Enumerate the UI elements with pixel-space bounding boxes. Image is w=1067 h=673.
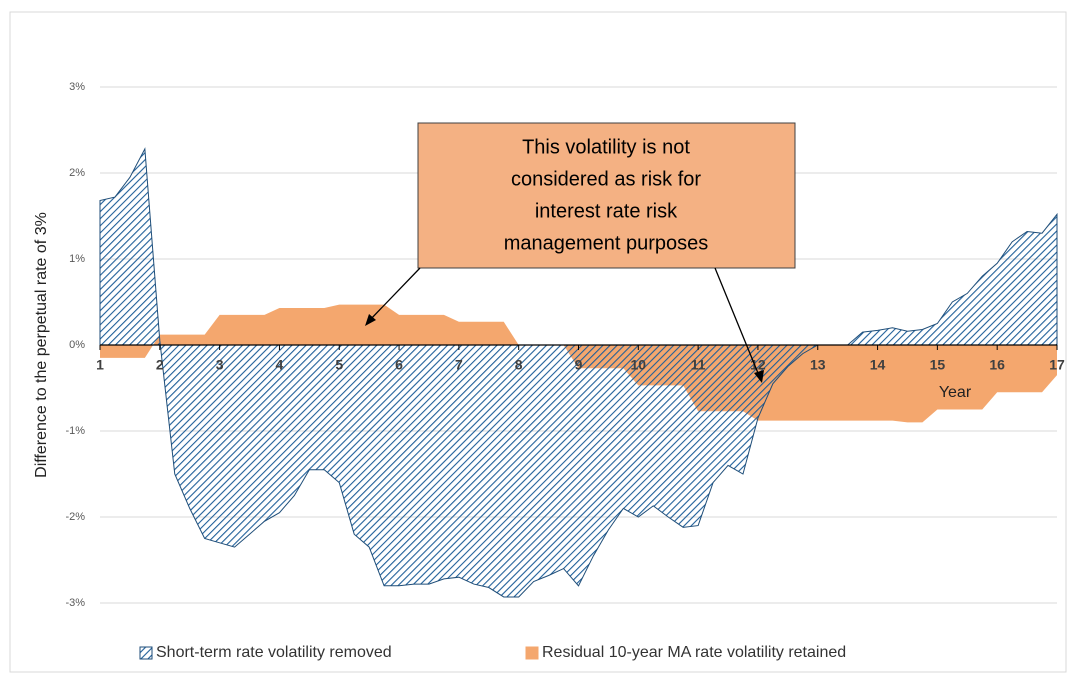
y-tick-label: 2% (69, 167, 85, 179)
y-tick-label: 0% (69, 339, 85, 351)
frame (9, 11, 1067, 673)
x-tick-label: 4 (276, 357, 284, 373)
area (99, 147, 1058, 598)
legend-swatch (525, 646, 539, 660)
legend-label: Residual 10-year MA rate volatility reta… (542, 644, 846, 661)
x-tick-label: 1 (96, 357, 104, 373)
y-tick-label: -3% (65, 597, 85, 609)
legend-label: Short-term rate volatility removed (156, 644, 392, 661)
annotation-line: interest rate risk (535, 200, 678, 222)
x-tick-label: 9 (575, 357, 583, 373)
x-tick-label: 16 (989, 357, 1005, 373)
x-tick-label: 7 (455, 357, 463, 373)
x-tick-label: 5 (335, 357, 343, 373)
x-tick-label: 10 (631, 357, 647, 373)
x-axis-label: Year (939, 384, 972, 401)
arrow (714, 267, 761, 379)
arrow (367, 267, 421, 323)
annotation-box (417, 122, 796, 269)
y-tick-label: 3% (69, 81, 85, 93)
annotation-line: considered as risk for (511, 168, 701, 190)
legend-swatch (139, 646, 153, 660)
x-tick-label: 3 (216, 357, 224, 373)
x-tick-label: 11 (691, 357, 706, 373)
x-tick-label: 13 (810, 357, 826, 373)
annotation-line: management purposes (504, 232, 709, 254)
x-tick-label: 15 (930, 357, 946, 373)
x-tick-label: 2 (156, 357, 164, 373)
x-tick-label: 17 (1049, 357, 1065, 373)
annotation-line: This volatility is not (522, 136, 690, 158)
plot-area (99, 147, 1058, 598)
y-axis-label: Difference to the perpetual rate of 3% (33, 212, 50, 478)
axes: -3%-2%-1%0%1%2%3%1 2 3 4 5 6 7 8 9 10 11 12 13 14 15 16… (65, 81, 1065, 609)
y-tick-label: -1% (65, 425, 85, 437)
annotation: This volatility is not considered as ris… (365, 122, 796, 383)
legend: Short-term rate volatility removed Residu… (139, 644, 846, 661)
arrow-head (754, 370, 764, 383)
x-tick-label: 14 (870, 357, 886, 373)
arrow-head (365, 314, 376, 326)
x-tick-label: 12 (750, 357, 766, 373)
y-tick-label: -2% (65, 511, 85, 523)
y-tick-label: 1% (69, 253, 85, 265)
x-tick-label: 6 (395, 357, 403, 373)
x-tick-label: 8 (515, 357, 523, 373)
